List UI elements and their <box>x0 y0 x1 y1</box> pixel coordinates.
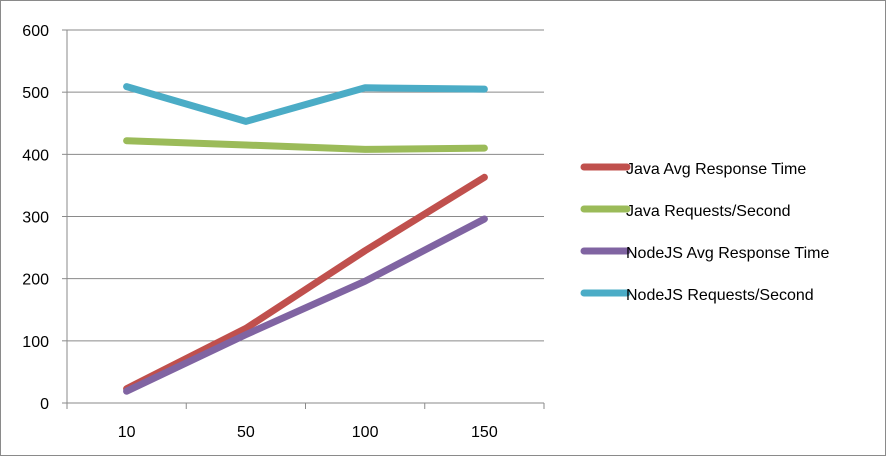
y-tick-label: 100 <box>22 334 49 351</box>
legend-label: Java Avg Response Time <box>626 161 806 178</box>
legend-label: Java Requests/Second <box>626 203 791 220</box>
y-tick-label: 300 <box>22 210 49 227</box>
series-line-4 <box>123 83 488 125</box>
axes: 0 100 200 300 400 500 600 10 50 100 150 <box>22 23 545 441</box>
x-tick-label: 50 <box>237 424 255 441</box>
x-tick-label: 150 <box>471 424 498 441</box>
legend-label: NodeJS Requests/Second <box>626 287 814 304</box>
series-line-1 <box>123 173 488 393</box>
y-tick-label: 500 <box>22 85 49 102</box>
y-tick-label: 600 <box>22 23 49 40</box>
x-tick-label: 100 <box>352 424 379 441</box>
y-tick-label: 400 <box>22 147 49 164</box>
y-tick-label: 0 <box>40 396 49 413</box>
series-line-2 <box>123 137 488 153</box>
y-tick-label: 200 <box>22 272 49 289</box>
series-lines <box>123 83 488 395</box>
x-tick-label: 10 <box>118 424 136 441</box>
series-line-3 <box>123 215 488 395</box>
legend: Java Avg Response Time Java Requests/Seco… <box>580 161 829 304</box>
legend-label: NodeJS Avg Response Time <box>626 245 829 262</box>
